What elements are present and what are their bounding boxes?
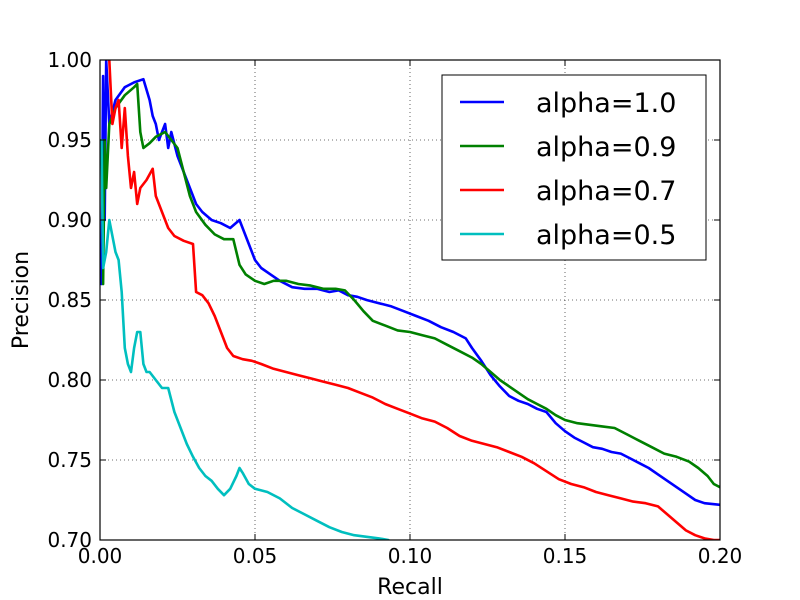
x-axis-label: Recall [377,575,443,600]
legend-label-2: alpha=0.7 [536,176,676,207]
series-line-3 [100,138,390,540]
x-tick-label: 0.15 [543,544,588,568]
y-tick-label: 0.85 [47,288,92,312]
x-tick-label: 0.00 [78,544,123,568]
axis-ticks: 0.00 0.05 0.10 0.15 0.20 0.70 0.75 0.80 0.85 0.90… [47,48,742,568]
legend-label-3: alpha=0.5 [536,220,676,251]
series-line-2 [108,60,720,540]
y-tick-label: 0.75 [47,448,92,472]
legend-label-1: alpha=0.9 [536,132,676,163]
y-tick-label: 0.70 [47,528,92,552]
y-tick-label: 1.00 [47,48,92,72]
series-line-0 [100,60,720,507]
series-line-1 [101,82,720,489]
y-tick-label: 0.90 [47,208,92,232]
x-tick-label: 0.10 [388,544,433,568]
legend-label-0: alpha=1.0 [536,88,676,119]
y-tick-label: 0.80 [47,368,92,392]
series-lines [100,60,720,540]
x-tick-label: 0.20 [698,544,743,568]
x-tick-label: 0.05 [233,544,278,568]
legend-box [441,74,707,261]
y-tick-label: 0.95 [47,128,92,152]
y-axis-label: Precision [9,251,34,349]
legend: alpha=1.0 alpha=0.9 alpha=0.7 alpha=0.5 [441,74,707,261]
